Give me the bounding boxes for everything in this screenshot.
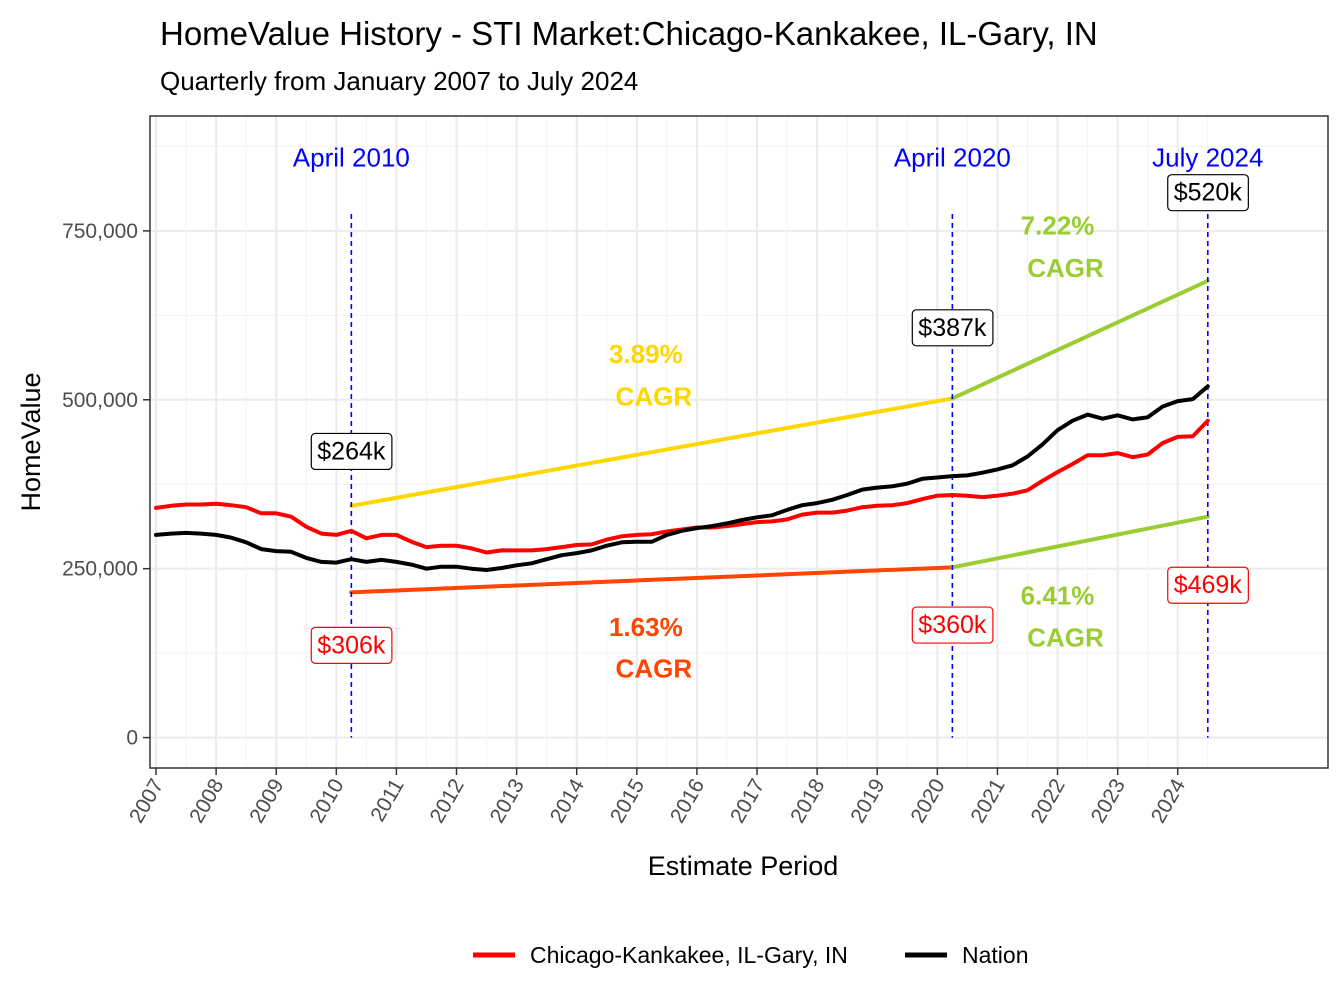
y-tick-label: 250,000 (62, 558, 138, 581)
cagr-trend-lines (349, 278, 1210, 595)
x-tick-label: 2013 (486, 775, 529, 827)
x-axis-label: Estimate Period (648, 851, 839, 881)
value-label-3: $306k (310, 626, 393, 664)
value-label-box (1167, 566, 1249, 604)
cagr-label-0: CAGR (616, 381, 693, 411)
x-tick-label: 2012 (426, 775, 469, 827)
y-axis: 0 250,000 500,000 750,000 (62, 220, 150, 750)
chart-subtitle: Quarterly from January 2007 to July 2024 (160, 66, 638, 96)
vline-label-0: April 2010 (293, 143, 410, 173)
value-label-text: $264k (317, 437, 386, 465)
x-tick-label: 2024 (1147, 775, 1190, 827)
legend-label-nation: Nation (962, 942, 1028, 968)
value-label-text: $360k (918, 611, 987, 639)
value-label-0: $264k (310, 432, 393, 471)
value-label-box (310, 626, 393, 664)
legend-label-chicago: Chicago-Kankakee, IL-Gary, IN (530, 942, 848, 968)
x-tick-label: 2009 (245, 775, 288, 827)
value-label-5: $469k (1167, 566, 1249, 604)
x-tick-label: 2011 (366, 775, 409, 826)
x-tick-label: 2016 (666, 775, 709, 827)
cagr-annotations: 3.89% CAGR 7.22% CAGR 1.63% CAGR 6.41% CAGR (609, 210, 1104, 683)
x-axis: 2007 2008 2009 2010 2011 2012 2013 2014 2015 2016… (125, 768, 1190, 827)
value-label-2: $520k (1167, 174, 1249, 212)
cagr-percent-1: 7.22% (1021, 210, 1095, 240)
value-label-text: $469k (1174, 571, 1243, 599)
x-tick-label: 2023 (1087, 775, 1130, 827)
value-label-box (1167, 174, 1249, 212)
value-labels: $264k $387k $520k $306k $360k $469k (310, 174, 1249, 664)
x-tick-label: 2019 (846, 775, 889, 827)
value-label-4: $360k (911, 606, 994, 644)
cagr-label-2: CAGR (616, 654, 693, 684)
series-lines (154, 384, 1210, 572)
cagr-percent-3: 6.41% (1021, 581, 1095, 611)
x-tick-label: 2022 (1027, 775, 1070, 827)
value-label-text: $520k (1174, 179, 1243, 207)
x-tick-label: 2010 (305, 775, 348, 827)
value-label-text: $306k (317, 631, 386, 659)
x-tick-label: 2008 (185, 775, 228, 827)
cagr-line-3 (950, 514, 1210, 570)
cagr-percent-0: 3.89% (609, 339, 683, 369)
y-tick-label: 500,000 (62, 389, 138, 412)
x-tick-label: 2021 (966, 775, 1009, 827)
y-axis-label: HomeValue (16, 372, 46, 511)
series-line-1 (154, 384, 1210, 572)
cagr-label-3: CAGR (1027, 623, 1104, 653)
x-tick-label: 2018 (786, 775, 829, 827)
x-tick-label: 2020 (906, 775, 949, 827)
x-tick-label: 2014 (546, 775, 589, 827)
cagr-label-1: CAGR (1027, 253, 1104, 283)
value-label-box (911, 606, 994, 644)
plot-panel (149, 115, 1329, 769)
value-label-1: $387k (911, 309, 994, 347)
y-tick-label: 0 (126, 727, 138, 750)
cagr-line-0 (349, 396, 955, 508)
cagr-line-2 (349, 565, 955, 595)
y-tick-label: 750,000 (62, 220, 138, 243)
x-tick-label: 2015 (606, 775, 649, 827)
legend: Chicago-Kankakee, IL-Gary, IN Nation (473, 942, 1028, 968)
chart-title: HomeValue History - STI Market:Chicago-K… (160, 15, 1098, 52)
value-label-box (911, 309, 994, 347)
x-tick-label: 2007 (125, 775, 168, 827)
vline-label-2: July 2024 (1152, 143, 1263, 173)
vline-label-1: April 2020 (894, 143, 1011, 173)
x-tick-label: 2017 (726, 775, 769, 827)
value-label-text: $387k (918, 314, 987, 342)
cagr-line-1 (950, 278, 1210, 401)
value-label-box (310, 432, 393, 471)
cagr-percent-2: 1.63% (609, 612, 683, 642)
